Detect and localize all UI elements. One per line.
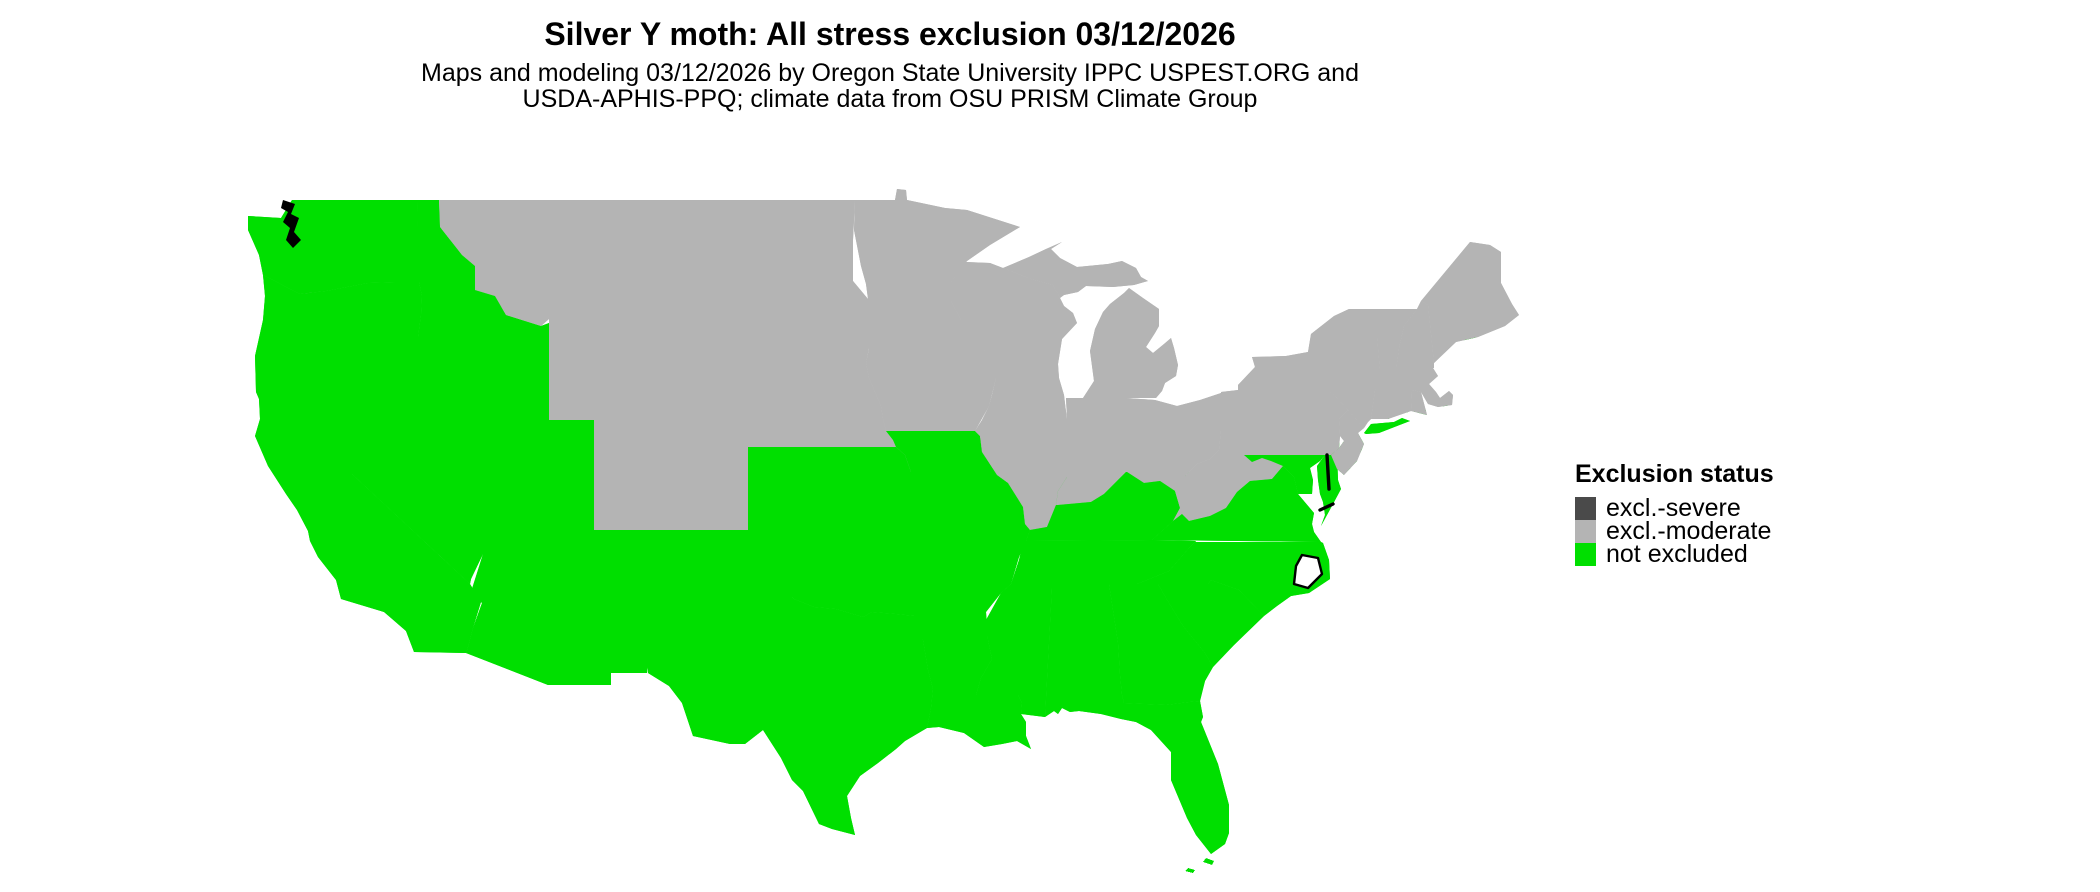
legend-label-not-excluded: not excluded (1606, 540, 1748, 568)
page-subtitle: Maps and modeling 03/12/2026 by Oregon S… (0, 60, 1780, 112)
legend-row-excl-severe: excl.-severe (1575, 494, 1774, 522)
terrain-speckle (305, 563, 310, 573)
legend-swatch-excl-moderate (1575, 520, 1596, 543)
terrain-speckle (313, 568, 320, 574)
terrain-speckle (1362, 446, 1364, 456)
terrain-speckle (305, 585, 310, 594)
terrain-speckle (1449, 409, 1455, 417)
terrain-speckle (1453, 411, 1461, 417)
puget-sound-inlets (281, 200, 301, 248)
legend: Exclusion status excl.-severe excl.-mode… (1575, 460, 1774, 568)
legend-swatch-not-excluded (1575, 543, 1596, 566)
terrain-speckle (1406, 412, 1412, 418)
legend-row-excl-moderate: excl.-moderate (1575, 517, 1774, 545)
terrain-speckle (303, 562, 313, 566)
page-title: Silver Y moth: All stress exclusion 03/1… (544, 16, 1236, 52)
legend-row-not-excluded: not excluded (1575, 540, 1774, 568)
terrain-speckle (1360, 452, 1364, 459)
terrain-speckle (321, 585, 330, 594)
map-details (281, 200, 1335, 873)
terrain-speckle (1450, 412, 1453, 415)
terrain-speckle (1361, 436, 1364, 442)
pamlico-sound (1292, 553, 1324, 590)
terrain-speckle (305, 575, 314, 582)
legend-swatch-excl-severe (1575, 497, 1596, 520)
terrain-speckle (315, 568, 324, 575)
delmarva-state-lines (1318, 453, 1335, 512)
terrain-ma (1442, 404, 1461, 419)
terrain-speckle (317, 560, 321, 564)
subtitle-line-2: USDA-APHIS-PPQ; climate data from OSU PR… (522, 85, 1258, 113)
florida-keys (1185, 858, 1214, 873)
legend-label-excl-moderate: excl.-moderate (1606, 517, 1772, 545)
terrain-speckle (1470, 337, 1476, 347)
terrain-speckle (300, 560, 307, 565)
state-borders (246, 187, 1521, 856)
legend-title: Exclusion status (1575, 460, 1774, 488)
terrain-speckle (1506, 339, 1512, 346)
legend-label-excl-severe: excl.-severe (1606, 494, 1741, 522)
terrain-speckle (318, 569, 323, 576)
terrain-speckle (1486, 340, 1495, 348)
terrain-speckle (310, 584, 317, 589)
subtitle-line-1: Maps and modeling 03/12/2026 by Oregon S… (421, 59, 1359, 87)
terrain-speckle (1443, 412, 1450, 419)
